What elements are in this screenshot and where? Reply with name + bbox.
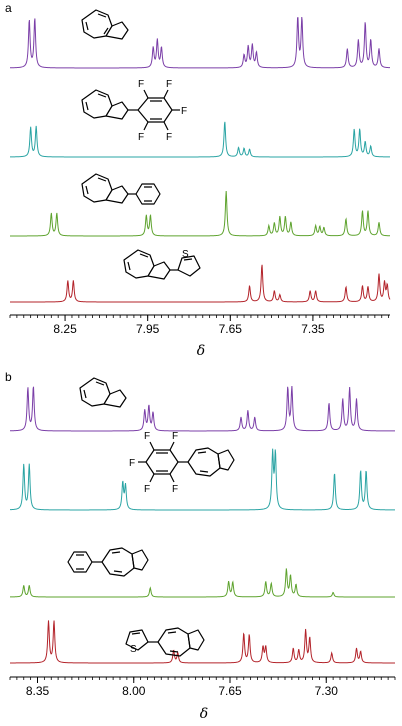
spectrum-line-4 <box>10 620 396 664</box>
fluorine-atom: F <box>181 106 187 117</box>
spectrum-line-4 <box>10 264 391 303</box>
fluorine-atom: F <box>144 484 150 495</box>
fluorine-atom: F <box>172 431 178 442</box>
panel-a-xlabel: δ <box>197 343 205 359</box>
fluorine-atom: F <box>129 458 135 469</box>
panel-a: a 8.25 7.95 7.65 7.35 δ F F F F F <box>5 1 391 359</box>
panel-a-label: a <box>5 1 12 15</box>
x-tick-label: 8.35 <box>26 684 50 698</box>
panel-b-spectra <box>9 386 396 664</box>
azulene-structure-a1 <box>81 9 129 40</box>
x-tick-label: 7.95 <box>136 322 160 336</box>
panel-a-x-axis: 8.25 7.95 7.65 7.35 <box>9 314 390 336</box>
fluorine-atom: F <box>144 431 150 442</box>
panel-b-xlabel: δ <box>200 706 208 722</box>
thienyl-azulene-structure-b4: S <box>125 627 205 657</box>
sulfur-atom: S <box>130 644 137 655</box>
fluorine-atom: F <box>166 132 172 143</box>
fluorine-atom: F <box>166 79 172 90</box>
fluorine-atom: F <box>172 484 178 495</box>
fluorine-atom: F <box>138 79 144 90</box>
azulene-structure-b1 <box>79 377 127 408</box>
thienyl-azulene-structure-a4: S <box>123 249 201 280</box>
fluorine-atom: F <box>138 132 144 143</box>
x-tick-label: 7.65 <box>218 684 242 698</box>
pentafluorophenyl-azulene-structure-a2: F F F F F <box>81 79 187 143</box>
pentafluorophenyl-azulene-structure-b2: F F F F F <box>129 431 235 495</box>
panel-b: b 8.35 8.00 7.65 7.30 δ F F F F F <box>5 370 396 722</box>
spectrum-line-2 <box>9 448 395 511</box>
spectrum-line-3 <box>10 568 395 598</box>
x-tick-label: 7.35 <box>301 322 325 336</box>
phenyl-azulene-structure-b3 <box>67 547 149 577</box>
panel-b-x-axis: 8.35 8.00 7.65 7.30 <box>9 676 396 698</box>
sulfur-atom: S <box>182 249 189 260</box>
x-tick-label: 8.00 <box>122 684 146 698</box>
spectrum-line-1 <box>9 16 391 69</box>
spectrum-line-1 <box>9 386 395 432</box>
phenyl-azulene-structure-a3 <box>81 173 161 205</box>
x-tick-label: 7.30 <box>315 684 339 698</box>
x-tick-label: 8.25 <box>53 322 77 336</box>
x-tick-label: 7.65 <box>219 322 243 336</box>
spectrum-line-2 <box>10 121 390 158</box>
panel-a-spectra <box>9 16 391 303</box>
panel-b-label: b <box>5 370 12 384</box>
spectrum-line-3 <box>10 190 391 237</box>
